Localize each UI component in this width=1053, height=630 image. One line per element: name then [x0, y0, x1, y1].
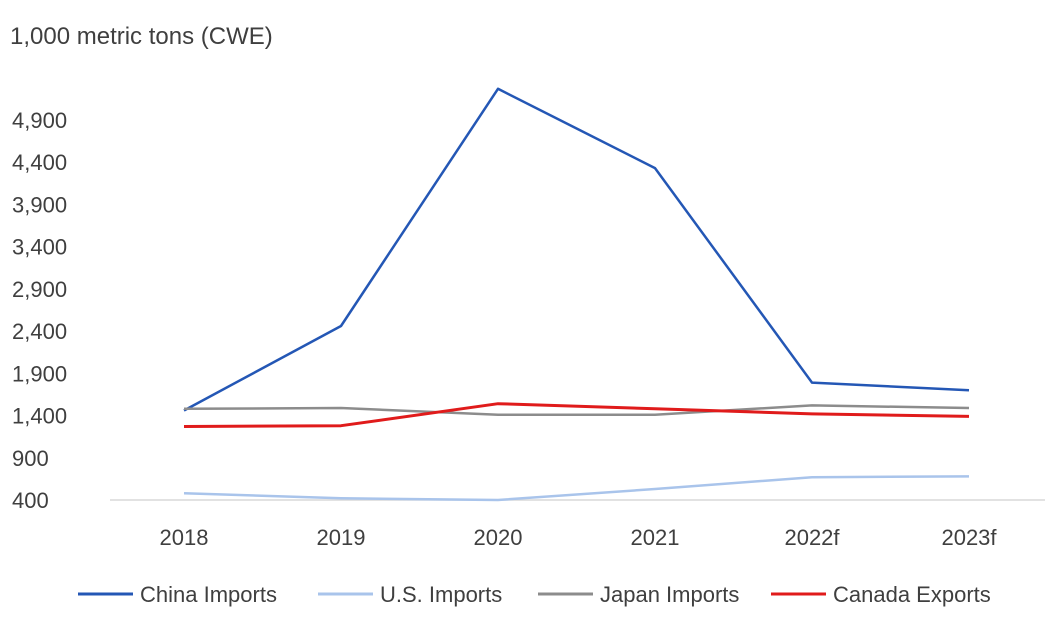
y-tick-label: 1,900: [12, 361, 67, 386]
x-tick-label: 2021: [631, 525, 680, 550]
y-axis-label: 1,000 metric tons (CWE): [10, 23, 273, 50]
legend-entry: Japan Imports: [538, 582, 739, 607]
x-tick-label: 2018: [160, 525, 209, 550]
y-tick-labels: 4,900 4,400 3,900 3,400 2,900 2,400 1,900 1,400…: [12, 108, 67, 513]
legend-label: Canada Exports: [833, 582, 991, 607]
legend: China Imports U.S. Imports Japan Imports Ca…: [78, 582, 991, 607]
legend-entry: China Imports: [78, 582, 277, 607]
x-tick-label: 2019: [317, 525, 366, 550]
legend-label: Japan Imports: [600, 582, 739, 607]
y-tick-label: 4,900: [12, 108, 67, 133]
legend-label: U.S. Imports: [380, 582, 502, 607]
series-line-canada-exports: [183, 402, 970, 428]
x-tick-labels: 2018 2019 2020 2021 2022f 2023f: [160, 525, 998, 550]
y-tick-label: 3,900: [12, 192, 67, 217]
y-tick-label: 1,400: [12, 404, 67, 429]
series-line-japan-imports: [183, 404, 970, 416]
legend-entry: Canada Exports: [771, 582, 991, 607]
legend-label: China Imports: [140, 582, 277, 607]
series-line-u-s-imports: [183, 475, 970, 502]
y-tick-label: 2,900: [12, 277, 67, 302]
y-tick-label: 900: [12, 446, 49, 471]
y-tick-label: 2,400: [12, 319, 67, 344]
x-tick-label: 2020: [474, 525, 523, 550]
x-tick-label: 2023f: [941, 525, 997, 550]
y-tick-label: 4,400: [12, 150, 67, 175]
y-tick-label: 400: [12, 488, 49, 513]
series-line-china-imports: [183, 87, 970, 412]
legend-entry: U.S. Imports: [318, 582, 502, 607]
series-lines: [183, 87, 970, 502]
y-tick-label: 3,400: [12, 235, 67, 260]
x-tick-label: 2022f: [784, 525, 840, 550]
